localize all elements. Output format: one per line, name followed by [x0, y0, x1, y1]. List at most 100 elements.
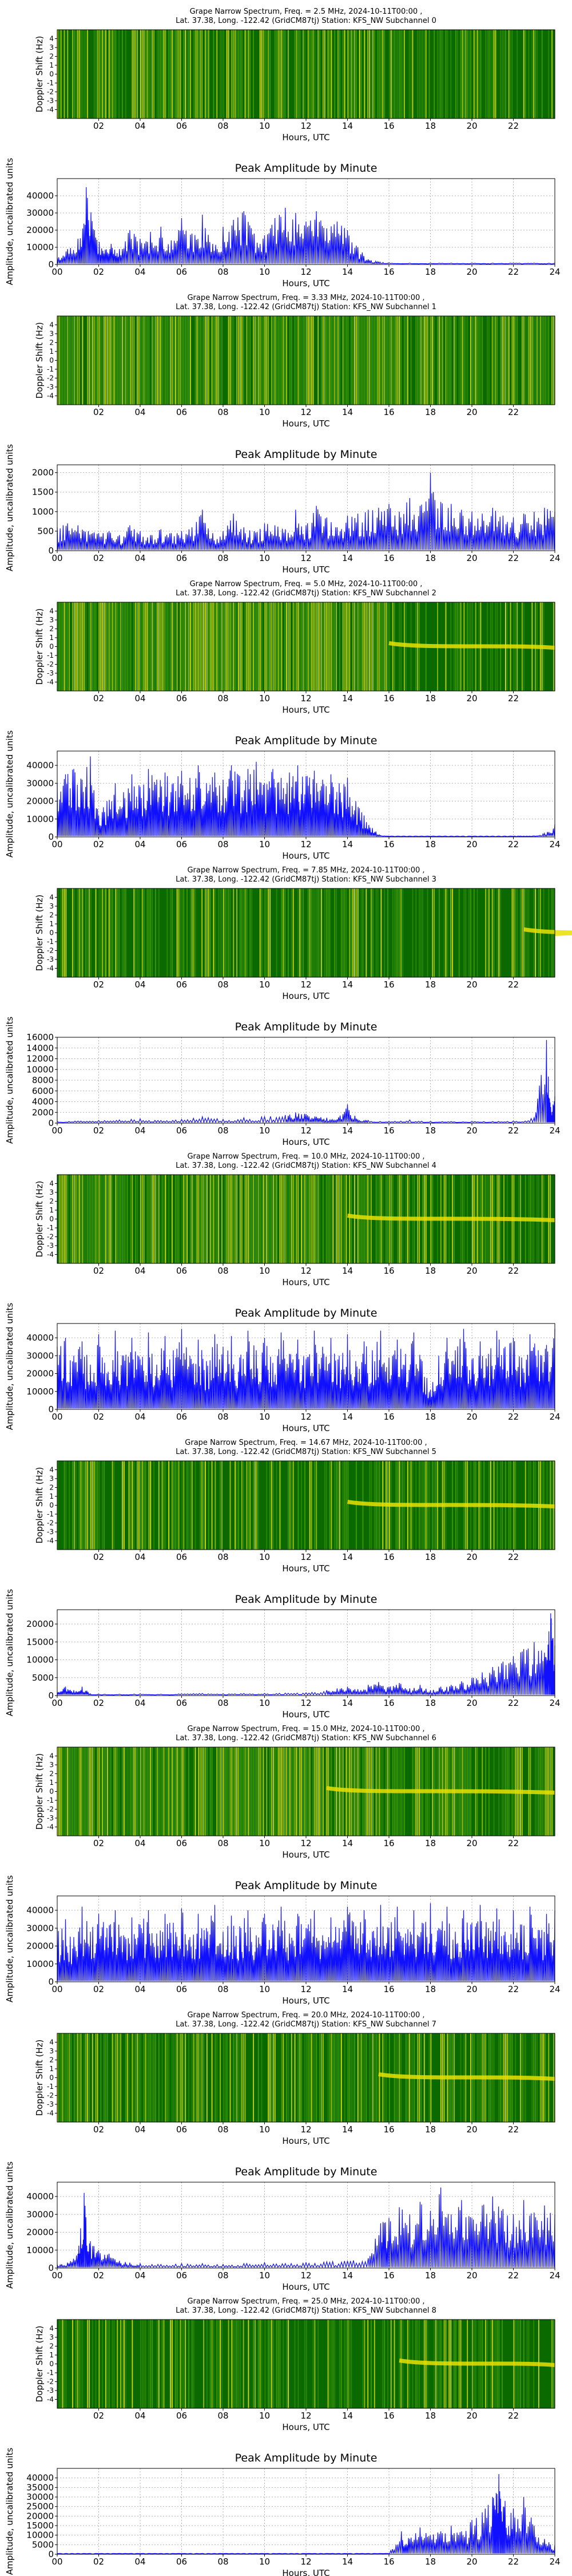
- spectrogram-column: [153, 30, 154, 118]
- spectrogram-column: [236, 888, 237, 977]
- spectrogram-column: [87, 316, 88, 405]
- spectrogram-column: [297, 2033, 299, 2122]
- spectrogram-column: [251, 602, 253, 691]
- x-tick-label: 20: [466, 979, 477, 990]
- spectrogram-column: [143, 1175, 145, 1263]
- y-tick-label: 10000: [26, 1959, 54, 1969]
- x-tick-label: 14: [342, 2411, 353, 2421]
- spectrogram-column: [329, 1461, 331, 1550]
- spectrogram-column: [294, 602, 296, 691]
- spectrogram-column: [319, 2033, 320, 2122]
- spectrogram-column: [65, 316, 67, 405]
- spectrogram-column: [249, 1461, 251, 1550]
- spectrogram-column: [60, 30, 62, 118]
- spectrogram-column: [264, 2320, 266, 2408]
- x-tick-label: 20: [466, 121, 477, 131]
- spectrogram-column: [216, 2320, 218, 2408]
- spectrogram-column: [221, 1461, 223, 1550]
- spectrogram-column: [100, 602, 102, 691]
- y-tick-label: 3: [49, 1188, 54, 1196]
- spectrogram-column: [229, 1461, 231, 1550]
- x-tick-label: 20: [466, 1838, 477, 1848]
- spectrogram-column: [309, 1175, 311, 1263]
- spectrogram-column: [488, 888, 490, 977]
- spectrogram-column: [440, 316, 442, 405]
- y-tick-label: 0: [48, 1977, 54, 1987]
- x-tick-label: 08: [217, 121, 228, 131]
- spectrogram-column: [143, 888, 145, 977]
- spectrogram-column: [314, 888, 316, 977]
- spectrogram-column: [80, 1175, 82, 1263]
- x-tick-label: 02: [93, 979, 104, 990]
- spectrogram-column: [325, 1175, 327, 1263]
- x-tick-label: 18: [425, 1552, 436, 1562]
- spectrogram-column: [238, 2033, 239, 2122]
- spectrogram-column: [153, 602, 154, 691]
- spectrogram-column: [70, 316, 72, 405]
- spectrogram-column: [255, 1461, 256, 1550]
- plot-frame: [57, 2182, 555, 2269]
- spectrogram-column: [374, 2033, 375, 2122]
- spectrogram-column: [231, 602, 233, 691]
- amplitude-panel-8: Peak Amplitude by Minute0500010000150002…: [5, 2448, 561, 2576]
- x-tick-label: 20: [466, 267, 477, 277]
- y-tick-label: -1: [47, 1224, 54, 1232]
- x-tick-label: 06: [176, 2270, 187, 2281]
- spectrum-subtitle: Lat. 37.38, Long. -122.42 (GridCM87tj) S…: [176, 875, 436, 884]
- x-tick-label: 12: [300, 121, 311, 131]
- spectrogram-column: [447, 30, 448, 118]
- spectrogram-column: [354, 2033, 355, 2122]
- spectrogram-column: [185, 316, 186, 405]
- x-tick-label: 04: [134, 2124, 145, 2135]
- y-tick-label: 2: [49, 1198, 54, 1206]
- spectrogram-column: [67, 602, 69, 691]
- spectrogram-column: [374, 602, 375, 691]
- spectrogram-column: [107, 1175, 108, 1263]
- spectrogram-column: [196, 316, 198, 405]
- x-tick-label: 08: [217, 1984, 228, 1994]
- spectrogram-column: [369, 30, 370, 118]
- x-tick-label: 20: [466, 1984, 477, 1994]
- y-tick-label: 4000: [32, 1097, 54, 1107]
- spectrogram-column: [417, 316, 419, 405]
- spectrogram-column: [93, 30, 95, 118]
- spectrogram-column: [110, 30, 112, 118]
- amplitude-series-line: [57, 472, 555, 550]
- spectrogram-column: [67, 1175, 69, 1263]
- spectrogram-column: [382, 30, 384, 118]
- x-tick-label: 22: [508, 553, 519, 563]
- spectrogram-column: [183, 602, 185, 691]
- spectrogram-column: [339, 30, 340, 118]
- spectrogram-column: [538, 316, 539, 405]
- spectrogram-column: [384, 2320, 386, 2408]
- spectrogram-column: [240, 1747, 241, 1836]
- spectrogram-column: [161, 2320, 163, 2408]
- spectrogram-column: [183, 30, 185, 118]
- spectrogram-column: [419, 888, 420, 977]
- y-tick-label: 4: [49, 35, 54, 43]
- spectrogram-column: [268, 316, 269, 405]
- spectrogram-column: [283, 2033, 284, 2122]
- x-tick-label: 12: [300, 407, 311, 417]
- spectrogram-column: [261, 1747, 263, 1836]
- spectrogram-column: [271, 1175, 272, 1263]
- spectrogram-column: [387, 602, 388, 691]
- spectrogram-column: [206, 1175, 208, 1263]
- spectrogram-column: [266, 1175, 268, 1263]
- x-axis-label: Hours, UTC: [282, 2136, 329, 2146]
- spectrogram-column: [248, 1747, 249, 1836]
- spectrogram-column: [281, 30, 283, 118]
- y-tick-label: 500: [37, 526, 54, 536]
- x-tick-label: 10: [259, 553, 270, 563]
- amplitude-panel-5: Peak Amplitude by Minute0500010000150002…: [5, 1589, 561, 1720]
- spectrogram-column: [126, 602, 128, 691]
- spectrogram-column: [289, 1747, 291, 1836]
- spectrogram-column: [58, 30, 60, 118]
- spectrogram-column: [102, 30, 104, 118]
- spectrogram-column: [312, 888, 314, 977]
- spectrogram-column: [306, 2033, 307, 2122]
- x-tick-label: 12: [300, 1412, 311, 1422]
- spectrogram-column: [143, 1747, 145, 1836]
- x-tick-label: 16: [383, 839, 394, 850]
